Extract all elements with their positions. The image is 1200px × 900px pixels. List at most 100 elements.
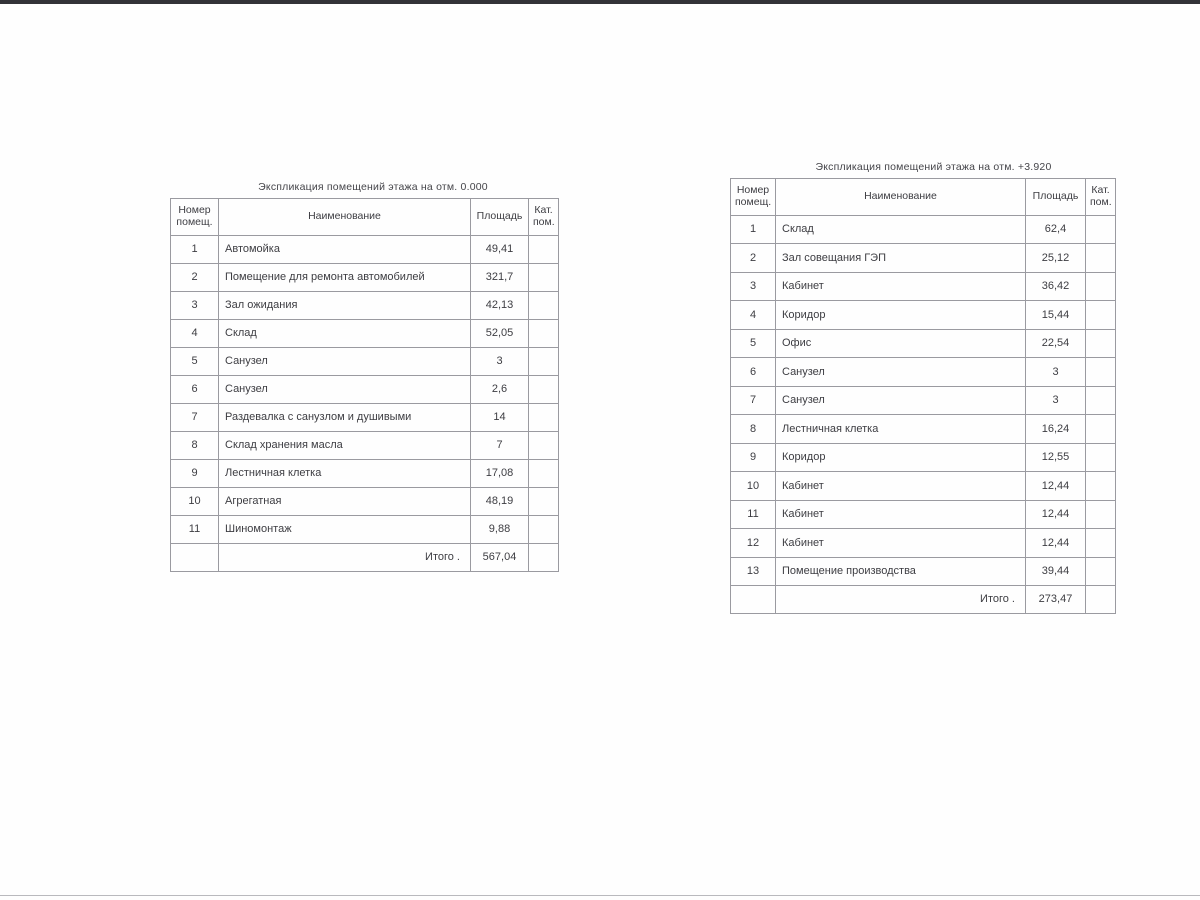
room-area-cell: 42,13 [470,290,529,320]
table-row: 10 Агрегатная 48,19 [170,486,559,516]
total-label: Итого . [775,585,1026,614]
room-name-cell: Зал совещания ГЭП [775,243,1026,273]
table-row: 10 Кабинет 12,44 [730,471,1116,501]
room-category-cell [528,458,559,488]
table-row: 11 Кабинет 12,44 [730,499,1116,529]
table-row: 3 Кабинет 36,42 [730,271,1116,301]
room-area-cell: 321,7 [470,262,529,292]
total-area: 273,47 [1025,585,1086,614]
column-header-category-line2: пом. [1090,195,1112,208]
room-name-cell: Раздевалка с санузлом и душивыми [218,402,471,432]
table-row: 4 Коридор 15,44 [730,300,1116,330]
room-name-cell: Санузел [218,374,471,404]
room-category-cell [528,486,559,516]
room-number-cell: 5 [730,328,776,358]
room-name-cell: Зал ожидания [218,290,471,320]
room-name-cell: Коридор [775,442,1026,472]
room-area-cell: 16,24 [1025,414,1086,444]
room-area-cell: 39,44 [1025,556,1086,586]
table-header: Номер помещ. Наименование Площадь Кат. п… [170,198,559,236]
room-number-cell: 12 [730,528,776,558]
room-area-cell: 12,44 [1025,499,1086,529]
room-area-cell: 2,6 [470,374,529,404]
room-category-cell [1085,556,1116,586]
table-row: 4 Склад 52,05 [170,318,559,348]
room-category-cell [1085,271,1116,301]
column-header-number: Номер помещ. [170,198,219,236]
column-header-category: Кат. пом. [528,198,559,236]
room-area-cell: 7 [470,430,529,460]
room-name-cell: Шиномонтаж [218,514,471,544]
table-row: 12 Кабинет 12,44 [730,528,1116,558]
column-header-name: Наименование [775,178,1026,216]
room-number-cell: 10 [730,471,776,501]
table-row: 9 Коридор 12,55 [730,442,1116,472]
room-category-cell [528,374,559,404]
room-category-cell [1085,499,1116,529]
room-number-cell: 8 [730,414,776,444]
room-number-cell: 7 [730,385,776,415]
column-header-name: Наименование [218,198,471,236]
room-number-cell: 1 [170,234,219,264]
room-name-cell: Автомойка [218,234,471,264]
room-area-cell: 9,88 [470,514,529,544]
room-area-cell: 12,55 [1025,442,1086,472]
table-row: 7 Санузел 3 [730,385,1116,415]
room-category-cell [1085,385,1116,415]
table-row: 13 Помещение производства 39,44 [730,556,1116,586]
room-area-cell: 17,08 [470,458,529,488]
column-header-number-line1: Номер [736,184,770,196]
room-name-cell: Кабинет [775,499,1026,529]
room-category-cell [1085,214,1116,244]
room-number-cell: 7 [170,402,219,432]
table-body: 1 Склад 62,4 2 Зал совещания ГЭП 25,12 3 Кабине… [730,214,1116,586]
explication-table-floor-plus-3-920: Экспликация помещений этажа на отм. +3.9… [730,161,1116,614]
room-category-cell [528,234,559,264]
room-category-cell [528,262,559,292]
table-body: 1 Автомойка 49,41 2 Помещение для ремонта ав… [170,234,559,544]
room-number-cell: 1 [730,214,776,244]
room-number-cell: 4 [170,318,219,348]
room-name-cell: Коридор [775,300,1026,330]
table-row: 6 Санузел 3 [730,357,1116,387]
room-area-cell: 14 [470,402,529,432]
room-number-cell: 3 [170,290,219,320]
room-area-cell: 3 [470,346,529,376]
table-footer: Итого . 273,47 [730,585,1116,614]
table-row: 8 Лестничная клетка 16,24 [730,414,1116,444]
room-name-cell: Склад [775,214,1026,244]
room-area-cell: 52,05 [470,318,529,348]
room-name-cell: Склад [218,318,471,348]
table-row: 6 Санузел 2,6 [170,374,559,404]
table-header-row: Номер помещ. Наименование Площадь Кат. п… [170,198,559,236]
room-name-cell: Санузел [775,385,1026,415]
room-category-cell [1085,528,1116,558]
total-blank-number [170,542,219,572]
room-number-cell: 6 [730,357,776,387]
room-name-cell: Помещение производства [775,556,1026,586]
column-header-number-line2: помещ. [176,215,213,228]
table-footer: Итого . 567,04 [170,542,559,572]
room-number-cell: 13 [730,556,776,586]
room-name-cell: Склад хранения масла [218,430,471,460]
table-row: 2 Зал совещания ГЭП 25,12 [730,243,1116,273]
room-category-cell [1085,471,1116,501]
column-header-number: Номер помещ. [730,178,776,216]
table-header: Номер помещ. Наименование Площадь Кат. п… [730,178,1116,216]
room-name-cell: Кабинет [775,471,1026,501]
total-area: 567,04 [470,542,529,572]
table-row: 2 Помещение для ремонта автомобилей 321,7 [170,262,559,292]
room-name-cell: Агрегатная [218,486,471,516]
room-number-cell: 2 [730,243,776,273]
table-total-row: Итого . 273,47 [730,585,1116,614]
column-header-category: Кат. пом. [1085,178,1116,216]
total-blank-number [730,585,776,614]
room-number-cell: 2 [170,262,219,292]
table-row: 3 Зал ожидания 42,13 [170,290,559,320]
column-header-category-line2: пом. [533,215,555,228]
table-total-row: Итого . 567,04 [170,542,559,572]
room-number-cell: 9 [730,442,776,472]
total-category [1085,585,1116,614]
room-explication-table: Номер помещ. Наименование Площадь Кат. п… [170,198,559,572]
